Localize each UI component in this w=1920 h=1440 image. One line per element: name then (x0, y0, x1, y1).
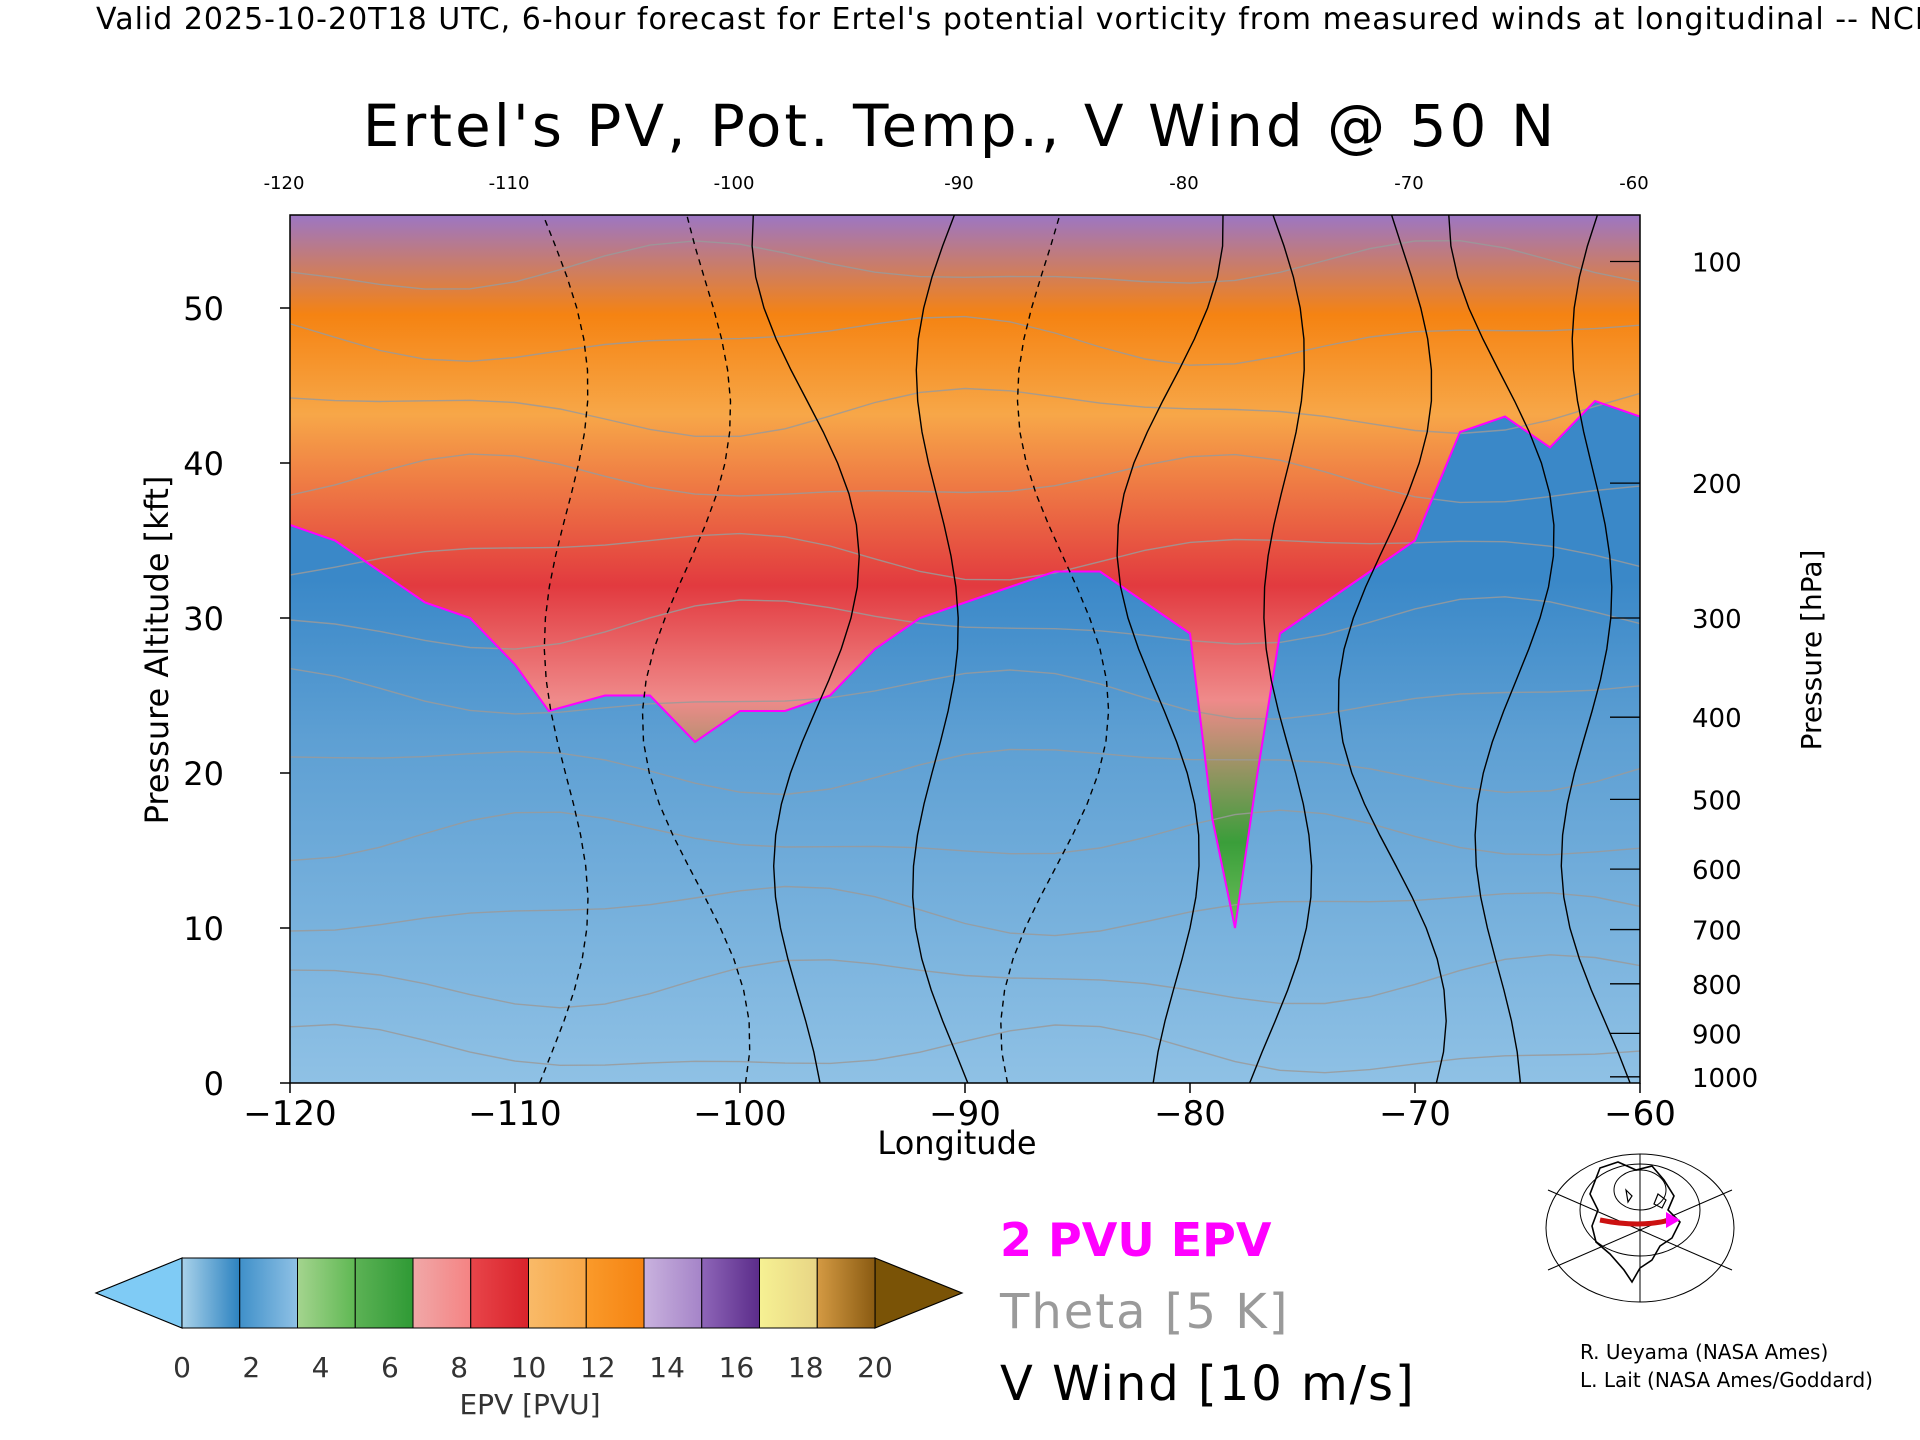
pressure-tick-label: 400 (1692, 704, 1742, 734)
pressure-tick-label: 300 (1692, 605, 1742, 635)
pressure-tick-label: 500 (1692, 786, 1742, 816)
top-tick-label: -80 (1169, 173, 1198, 194)
x-axis-label: Longitude (877, 1124, 1036, 1162)
x-tick-label: −60 (1604, 1094, 1676, 1134)
legend-pv: 2 PVU EPV (1000, 1213, 1272, 1267)
theta-contour (290, 596, 1640, 650)
y-tick-label: 10 (183, 910, 224, 948)
theta-contour (290, 532, 1640, 581)
y-tick-label: 0 (204, 1065, 224, 1103)
colorbar-bin (239, 1257, 298, 1329)
colorbar-bin (643, 1257, 703, 1329)
inset-map (1545, 1153, 1735, 1303)
colorbar-bin (585, 1257, 645, 1329)
plot-frame (289, 214, 1641, 1084)
legend-wind: V Wind [10 m/s] (1000, 1356, 1416, 1412)
v-wind-contour (1000, 215, 1110, 1083)
x-tick-label: −80 (1154, 1094, 1226, 1134)
header-text: Valid 2025-10-20T18 UTC, 6-hour forecast… (96, 2, 1920, 37)
top-tick-label: -90 (944, 173, 973, 194)
colorbar-bin (470, 1257, 529, 1329)
x-tick-label: −90 (929, 1094, 1001, 1134)
theta-contour (290, 387, 1640, 437)
v-wind-contour (641, 215, 751, 1083)
colorbar-bin (297, 1257, 356, 1329)
coastline-icon (1589, 1161, 1681, 1284)
v-wind-contour (911, 215, 969, 1083)
colorbar-bin (528, 1257, 587, 1329)
colorbar-bin (181, 1257, 241, 1329)
y-tick-label: 30 (183, 600, 224, 638)
x-tick-label: −70 (1379, 1094, 1451, 1134)
theta-contour (290, 667, 1640, 720)
theta-contour (290, 954, 1640, 1009)
y2-axis-label: Pressure [hPa] (1795, 550, 1828, 751)
v-wind-contour (1448, 215, 1555, 1083)
y-tick-label: 20 (183, 755, 224, 793)
pressure-tick-label: 100 (1692, 249, 1742, 279)
credit-2: L. Lait (NASA Ames/Goddard) (1580, 1368, 1873, 1392)
pressure-tick-label: 800 (1692, 971, 1742, 1001)
colorbar-tick-label: 0 (173, 1351, 191, 1384)
x-tick-label: −120 (243, 1094, 336, 1134)
theta-contour (290, 1023, 1640, 1074)
top-tick-label: -60 (1619, 173, 1648, 194)
tropopause-2pvu-line (290, 399, 1640, 929)
colorbar-tick-label: 6 (381, 1351, 399, 1384)
colorbar-under-arrow (94, 1257, 183, 1329)
v-wind-contour (1116, 215, 1224, 1083)
theta-contour (290, 453, 1640, 504)
chart-title: Ertel's PV, Pot. Temp., V Wind @ 50 N (362, 92, 1558, 160)
pressure-tick-label: 900 (1692, 1020, 1742, 1050)
top-tick-label: -120 (264, 173, 305, 194)
colorbar-tick-label: 12 (580, 1351, 616, 1384)
colorbar-bin (816, 1257, 876, 1329)
colorbar-bin (701, 1257, 760, 1329)
v-wind-contour (539, 215, 589, 1083)
pressure-tick-label: 600 (1692, 856, 1742, 886)
pressure-tick-label: 200 (1692, 470, 1742, 500)
theta-contour (290, 885, 1640, 937)
colorbar-tick-label: 8 (450, 1351, 468, 1384)
colorbar-label: EPV [PVU] (459, 1388, 600, 1421)
pressure-tick-label: 1000 (1692, 1064, 1758, 1094)
y-axis-label: Pressure Altitude [kft] (138, 476, 176, 825)
colorbar-tick-label: 2 (242, 1351, 260, 1384)
colorbar-tick-label: 18 (788, 1351, 824, 1384)
v-wind-contour (1560, 215, 1631, 1083)
theta-contour (290, 748, 1640, 796)
top-tick-label: -110 (489, 173, 530, 194)
theta-contour (290, 809, 1640, 862)
legend-theta: Theta [5 K] (1000, 1284, 1290, 1340)
section-line-icon (1599, 1217, 1671, 1227)
x-tick-label: −100 (693, 1094, 786, 1134)
colorbar-tick-label: 16 (719, 1351, 755, 1384)
colorbar-bin (412, 1257, 472, 1329)
pressure-tick-label: 700 (1692, 917, 1742, 947)
v-wind-contour (1249, 215, 1313, 1083)
colorbar-tick-label: 10 (511, 1351, 547, 1384)
credit-1: R. Ueyama (NASA Ames) (1580, 1340, 1829, 1364)
theta-contour (290, 239, 1640, 290)
top-tick-label: -100 (714, 173, 755, 194)
colorbar-bin (354, 1257, 414, 1329)
colorbar-tick-label: 14 (649, 1351, 685, 1384)
y-tick-label: 40 (183, 445, 224, 483)
colorbar-tick-label: 4 (312, 1351, 330, 1384)
theta-contour (290, 315, 1640, 366)
colorbar-bin (759, 1257, 818, 1329)
pv-field-upper (290, 215, 1640, 928)
y-tick-label: 50 (183, 290, 224, 328)
top-tick-label: -70 (1394, 173, 1423, 194)
colorbar-tick-label: 20 (857, 1351, 893, 1384)
v-wind-contour (1337, 215, 1447, 1083)
v-wind-contour (751, 215, 860, 1083)
colorbar-over-arrow (874, 1257, 964, 1329)
x-tick-label: −110 (468, 1094, 561, 1134)
pv-field-lower (290, 215, 1640, 1083)
